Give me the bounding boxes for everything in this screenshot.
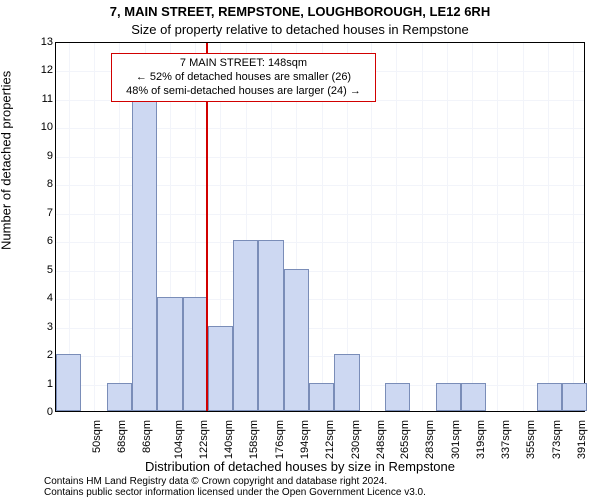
y-tick-label: 5 bbox=[5, 264, 53, 276]
gridline-vertical bbox=[472, 43, 473, 411]
x-tick-label: 104sqm bbox=[173, 420, 185, 459]
y-tick-label: 4 bbox=[5, 292, 53, 304]
y-tick-label: 9 bbox=[5, 150, 53, 162]
credits-text: Contains HM Land Registry data © Crown c… bbox=[44, 476, 592, 498]
x-tick-label: 50sqm bbox=[91, 420, 103, 453]
x-tick-label: 337sqm bbox=[500, 420, 512, 459]
y-tick-label: 2 bbox=[5, 349, 53, 361]
y-axis-ticks: 012345678910111213 bbox=[0, 42, 55, 412]
histogram-bar bbox=[258, 240, 283, 411]
x-tick-label: 355sqm bbox=[526, 420, 538, 459]
x-axis-label: Distribution of detached houses by size … bbox=[0, 459, 600, 474]
y-tick-label: 8 bbox=[5, 178, 53, 190]
x-tick-label: 373sqm bbox=[551, 420, 563, 459]
annotation-line: ← 52% of detached houses are smaller (26… bbox=[118, 71, 369, 85]
x-tick-label: 391sqm bbox=[576, 420, 588, 459]
credits-line2: Contains public sector information licen… bbox=[44, 487, 592, 498]
x-tick-label: 230sqm bbox=[350, 420, 362, 459]
histogram-bar bbox=[436, 383, 461, 411]
y-tick-label: 12 bbox=[5, 64, 53, 76]
gridline-vertical bbox=[548, 43, 549, 411]
gridline-vertical bbox=[94, 43, 95, 411]
gridline-vertical bbox=[497, 43, 498, 411]
gridline-vertical bbox=[396, 43, 397, 411]
histogram-bar bbox=[461, 383, 486, 411]
annotation-line: 7 MAIN STREET: 148sqm bbox=[118, 57, 369, 71]
y-tick-label: 13 bbox=[5, 36, 53, 48]
x-tick-label: 194sqm bbox=[299, 420, 311, 459]
gridline-vertical bbox=[523, 43, 524, 411]
chart-title-line2: Size of property relative to detached ho… bbox=[0, 22, 600, 37]
x-tick-label: 265sqm bbox=[399, 420, 411, 459]
y-tick-label: 7 bbox=[5, 207, 53, 219]
histogram-bar bbox=[132, 98, 157, 411]
y-tick-label: 1 bbox=[5, 378, 53, 390]
x-tick-label: 140sqm bbox=[223, 420, 235, 459]
gridline-vertical bbox=[573, 43, 574, 411]
histogram-bar bbox=[157, 297, 182, 411]
gridline-vertical bbox=[447, 43, 448, 411]
x-tick-label: 68sqm bbox=[116, 420, 128, 453]
x-tick-label: 212sqm bbox=[325, 420, 337, 459]
histogram-bar bbox=[107, 383, 132, 411]
annotation-box: 7 MAIN STREET: 148sqm← 52% of detached h… bbox=[111, 53, 376, 102]
x-tick-label: 283sqm bbox=[424, 420, 436, 459]
histogram-bar bbox=[537, 383, 562, 411]
y-tick-label: 11 bbox=[5, 93, 53, 105]
histogram-bar bbox=[309, 383, 334, 411]
annotation-line: 48% of semi-detached houses are larger (… bbox=[118, 85, 369, 99]
histogram-bar bbox=[562, 383, 587, 411]
y-tick-label: 6 bbox=[5, 235, 53, 247]
x-tick-label: 176sqm bbox=[274, 420, 286, 459]
x-tick-label: 158sqm bbox=[249, 420, 261, 459]
x-tick-label: 301sqm bbox=[450, 420, 462, 459]
histogram-bar bbox=[183, 297, 208, 411]
y-tick-label: 0 bbox=[5, 406, 53, 418]
histogram-plot-area: 7 MAIN STREET: 148sqm← 52% of detached h… bbox=[55, 42, 585, 412]
histogram-bar bbox=[334, 354, 359, 411]
histogram-bar bbox=[385, 383, 410, 411]
x-tick-label: 319sqm bbox=[475, 420, 487, 459]
x-axis-ticks: 50sqm 68sqm 86sqm 104sqm 122sqm 140sqm 158sqm 1… bbox=[55, 412, 585, 458]
y-tick-label: 10 bbox=[5, 121, 53, 133]
y-tick-label: 3 bbox=[5, 321, 53, 333]
histogram-bar bbox=[233, 240, 258, 411]
histogram-bar bbox=[208, 326, 233, 411]
histogram-bar bbox=[56, 354, 81, 411]
histogram-bar bbox=[284, 269, 309, 411]
x-tick-label: 248sqm bbox=[375, 420, 387, 459]
gridline-vertical bbox=[422, 43, 423, 411]
x-tick-label: 86sqm bbox=[141, 420, 153, 453]
x-tick-label: 122sqm bbox=[198, 420, 210, 459]
credits-line1: Contains HM Land Registry data © Crown c… bbox=[44, 476, 592, 487]
chart-title-line1: 7, MAIN STREET, REMPSTONE, LOUGHBOROUGH,… bbox=[0, 4, 600, 19]
